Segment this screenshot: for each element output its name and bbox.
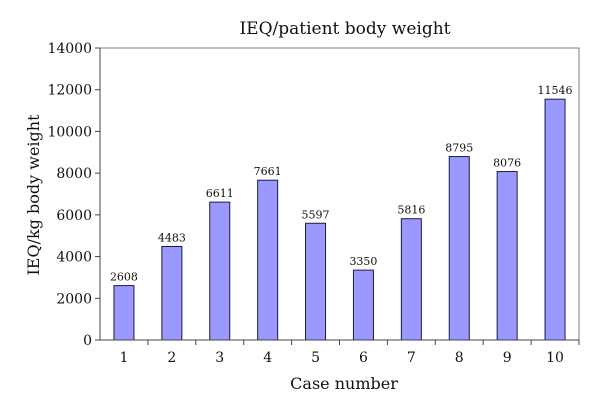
bar [400, 218, 422, 341]
bar [448, 156, 470, 341]
x-tick-label: 1 [119, 350, 128, 366]
bar [352, 269, 374, 341]
bar [305, 222, 327, 341]
chart-title: IEQ/patient body weight [239, 19, 450, 39]
bar [161, 245, 183, 341]
bar [257, 179, 279, 341]
bar [544, 98, 566, 341]
bar [113, 285, 135, 341]
bar-value-label: 6611 [206, 187, 234, 200]
y-tick-label: 2000 [56, 291, 92, 307]
x-axis-label: Case number [290, 374, 398, 393]
x-tick-label: 6 [359, 350, 368, 366]
y-tick-label: 12000 [47, 83, 92, 99]
x-tick-label: 5 [311, 350, 320, 366]
y-tick-label: 4000 [56, 250, 92, 266]
x-tick-label: 3 [215, 350, 224, 366]
x-tick-label: 9 [503, 350, 512, 366]
bar-value-label: 8076 [493, 157, 521, 170]
y-tick-label: 0 [83, 333, 92, 349]
bar-value-label: 5816 [397, 204, 425, 217]
x-tick-label: 8 [455, 350, 464, 366]
bar-value-label: 7661 [254, 165, 282, 178]
x-tick-label: 2 [167, 350, 176, 366]
bar-value-label: 3350 [349, 255, 377, 268]
x-axis-ticks: 1 2 3 4 5 6 7 8 9 10 [119, 340, 580, 366]
y-axis-ticks: 0 2000 4000 6000 8000 10000 12000 14000 [47, 41, 100, 349]
bars-group [113, 98, 566, 341]
x-tick-label: 7 [407, 350, 416, 366]
x-tick-label: 10 [546, 350, 564, 366]
y-tick-label: 6000 [56, 208, 92, 224]
bar-value-label: 11546 [538, 84, 573, 97]
y-tick-label: 8000 [56, 166, 92, 182]
bar-value-label: 5597 [302, 208, 330, 221]
bar-labels-group: 2608 4483 6611 7661 5597 3350 5816 8795 8076 1154… [110, 84, 573, 283]
bar-value-label: 2608 [110, 271, 138, 284]
bar-value-label: 4483 [158, 231, 186, 244]
bar-value-label: 8795 [445, 142, 473, 155]
y-axis-label: IEQ/kg body weight [24, 114, 43, 276]
y-tick-label: 14000 [47, 41, 92, 57]
y-tick-label: 10000 [47, 124, 92, 140]
bar [496, 171, 518, 341]
x-tick-label: 4 [263, 350, 272, 366]
bar [209, 201, 231, 341]
